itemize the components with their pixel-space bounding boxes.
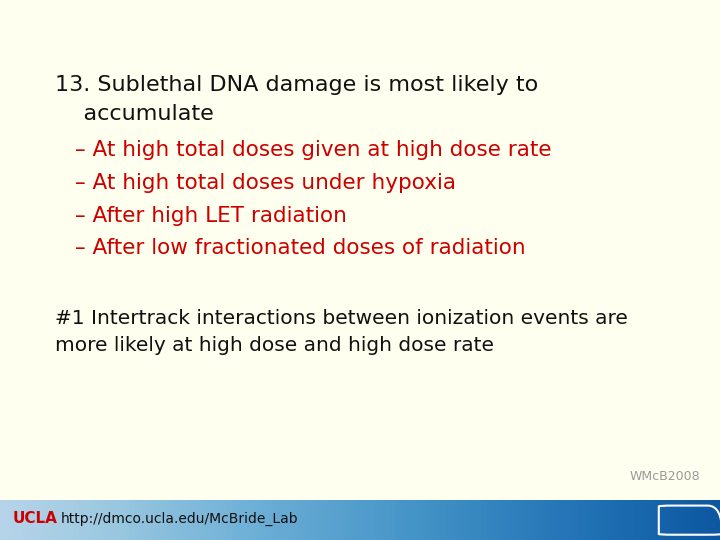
Text: – At high total doses under hypoxia: – At high total doses under hypoxia bbox=[75, 173, 456, 193]
Text: more likely at high dose and high dose rate: more likely at high dose and high dose r… bbox=[55, 336, 494, 355]
Text: WMcB2008: WMcB2008 bbox=[629, 470, 700, 483]
Text: – After high LET radiation: – After high LET radiation bbox=[75, 206, 347, 226]
Text: 13. Sublethal DNA damage is most likely to: 13. Sublethal DNA damage is most likely … bbox=[55, 75, 539, 95]
Text: – At high total doses given at high dose rate: – At high total doses given at high dose… bbox=[75, 140, 552, 160]
Text: UCLA: UCLA bbox=[13, 511, 58, 526]
Text: accumulate: accumulate bbox=[55, 104, 214, 125]
Text: http://dmco.ucla.edu/McBride_Lab: http://dmco.ucla.edu/McBride_Lab bbox=[61, 512, 299, 526]
Text: – After low fractionated doses of radiation: – After low fractionated doses of radiat… bbox=[75, 238, 526, 258]
Text: #1 Intertrack interactions between ionization events are: #1 Intertrack interactions between ioniz… bbox=[55, 309, 628, 328]
